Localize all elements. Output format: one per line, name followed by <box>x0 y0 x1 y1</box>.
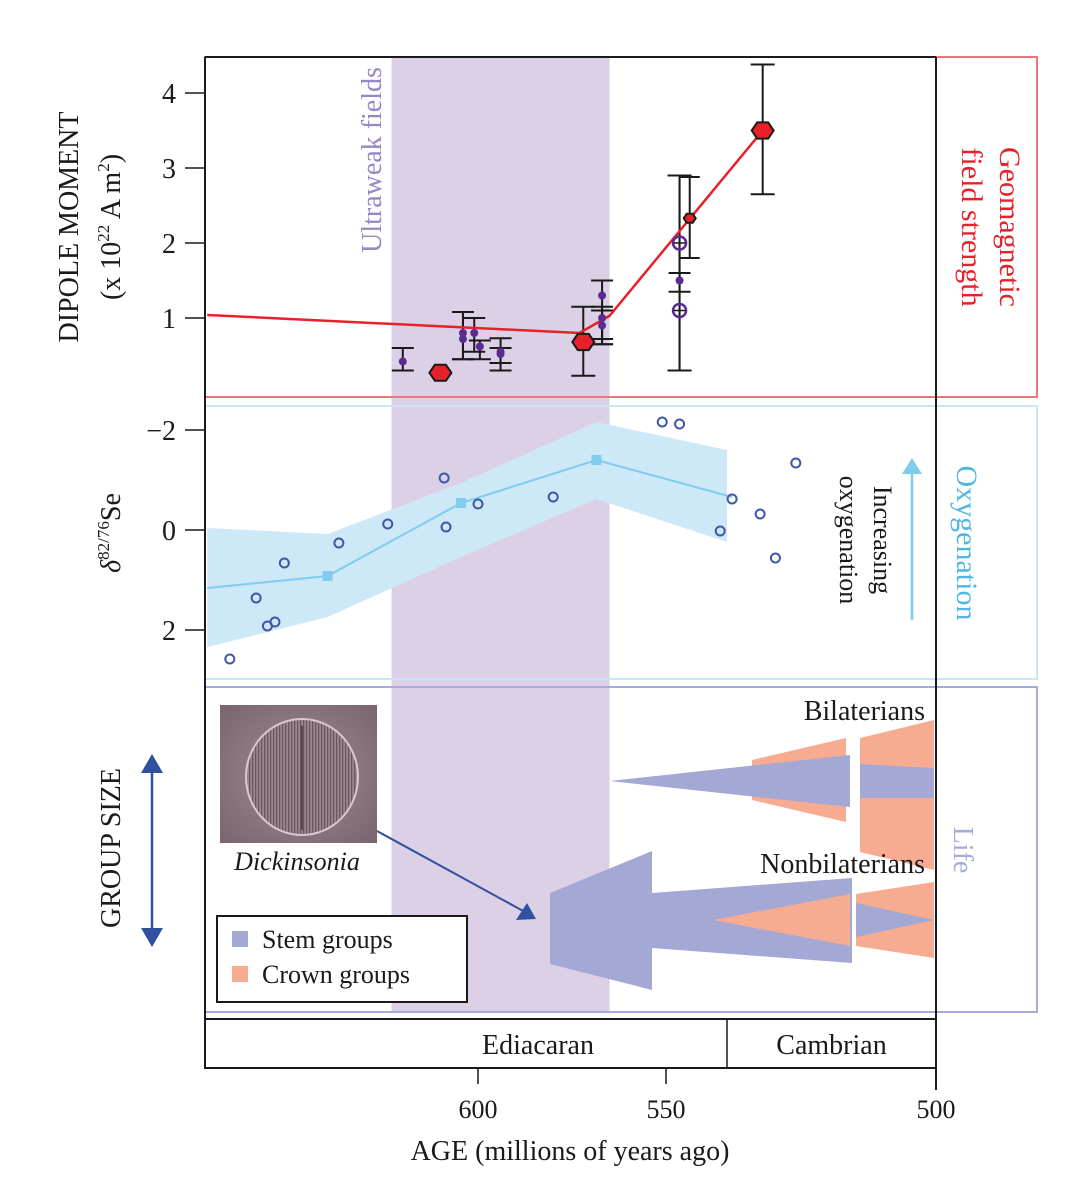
x-tick-label: 600 <box>459 1095 498 1124</box>
x-tick-label: 550 <box>647 1095 686 1124</box>
x-tick-label: 500 <box>917 1095 956 1124</box>
open-circle-data-point <box>671 235 688 251</box>
purple-data-point <box>398 357 407 366</box>
geomagnetic-frame <box>204 56 1038 398</box>
dipole-y-tick-label: 4 <box>162 79 176 110</box>
purple-data-point <box>598 291 607 300</box>
nonbilaterians-label: Nonbilaterians <box>760 849 925 880</box>
se-y-tick-label: 2 <box>162 616 176 647</box>
purple-data-point <box>675 276 684 285</box>
life-panel <box>550 720 934 990</box>
dipole-y-tick-label: 3 <box>162 154 176 185</box>
bilaterians-label: Bilaterians <box>804 696 925 727</box>
large-hexagon-data-point <box>750 121 775 140</box>
dickinsonia-fossil-image <box>220 705 377 843</box>
legend-swatch-stem <box>232 931 248 947</box>
nonbilaterian-stem-shape <box>856 903 934 937</box>
period-label-ediacaran: Ediacaran <box>482 1030 594 1061</box>
purple-data-point <box>598 321 607 330</box>
increasing-oxygenation-arrow-icon <box>902 458 922 620</box>
se-data-point <box>333 537 345 549</box>
oxygenation-side-label: Oxygenation <box>950 466 983 621</box>
se-y-tick-label: 0 <box>162 516 176 547</box>
se-mean-marker <box>456 498 467 508</box>
se-data-point <box>224 653 236 665</box>
dickinsonia-pointer-arrow-icon <box>376 830 536 920</box>
purple-data-point <box>458 335 467 343</box>
nonbilaterian-stem-shape <box>550 851 852 990</box>
se-data-point <box>472 498 484 510</box>
legend-label-crown: Crown groups <box>262 960 410 989</box>
large-hexagon-data-point <box>428 363 453 382</box>
geomagnetic-side-label-line2: field strength <box>955 147 988 306</box>
se-data-point <box>278 557 290 569</box>
legend-swatch-crown <box>232 966 248 982</box>
life-side-label: Life <box>947 827 978 874</box>
selenium-panel: −2 0 2 <box>146 416 802 665</box>
dipole-ylabel-line1: DIPOLE MOMENT <box>54 112 85 343</box>
large-hexagon-data-point <box>571 332 596 352</box>
se-y-tick-label: −2 <box>146 416 176 447</box>
se-data-point <box>656 416 668 428</box>
se-data-point <box>790 457 802 469</box>
se-data-point <box>726 493 738 505</box>
se-data-point <box>438 472 450 484</box>
dipole-y-tick-label: 1 <box>162 304 176 335</box>
x-axis-ticks: 600 550 500 <box>459 1068 956 1124</box>
se-data-point <box>769 552 781 564</box>
dipole-panel: 1 2 3 4 <box>162 63 775 382</box>
group-size-ylabel: GROUP SIZE <box>96 768 127 928</box>
dipole-y-tick-label: 2 <box>162 229 176 260</box>
geomagnetic-side-label-line1: Geomagnetic <box>993 147 1026 307</box>
se-mean-marker <box>322 571 333 581</box>
se-data-point <box>714 525 726 537</box>
se-data-point <box>440 521 452 533</box>
group-size-double-arrow-icon <box>141 754 163 947</box>
ultraweak-label: Ultraweak fields <box>357 67 388 253</box>
legend: Stem groups Crown groups <box>216 915 468 1003</box>
se-data-point <box>382 518 394 530</box>
period-bar <box>204 1018 937 1069</box>
open-circle-data-point <box>671 302 688 319</box>
purple-data-point <box>475 342 484 351</box>
se-data-point <box>674 418 686 430</box>
increasing-label-line1: Increasing <box>868 486 897 594</box>
small-hexagon-data-point <box>682 212 697 224</box>
se-data-point <box>547 491 559 503</box>
purple-data-point <box>496 350 505 358</box>
dickinsonia-caption: Dickinsonia <box>233 847 360 876</box>
se-mean-marker <box>591 455 602 465</box>
legend-label-stem: Stem groups <box>262 925 393 954</box>
bilaterian-stem-shape <box>610 755 850 807</box>
dipole-ylabel-line2: (x 1022 A m2) <box>94 154 127 300</box>
period-label-cambrian: Cambrian <box>776 1030 886 1061</box>
purple-data-point <box>458 329 467 337</box>
increasing-label-line2: oxygenation <box>834 476 863 605</box>
se-ylabel: δ82/76Se <box>94 493 127 573</box>
se-confidence-band <box>207 422 727 647</box>
bilaterian-stem-shape <box>860 764 934 798</box>
purple-data-point <box>470 329 479 337</box>
x-axis-label: AGE (millions of years ago) <box>411 1136 730 1167</box>
nonbilaterian-crown-shape <box>713 894 850 946</box>
purple-data-point <box>598 314 607 322</box>
se-data-point <box>269 616 281 628</box>
se-data-point <box>754 508 766 520</box>
se-data-point <box>250 592 262 604</box>
